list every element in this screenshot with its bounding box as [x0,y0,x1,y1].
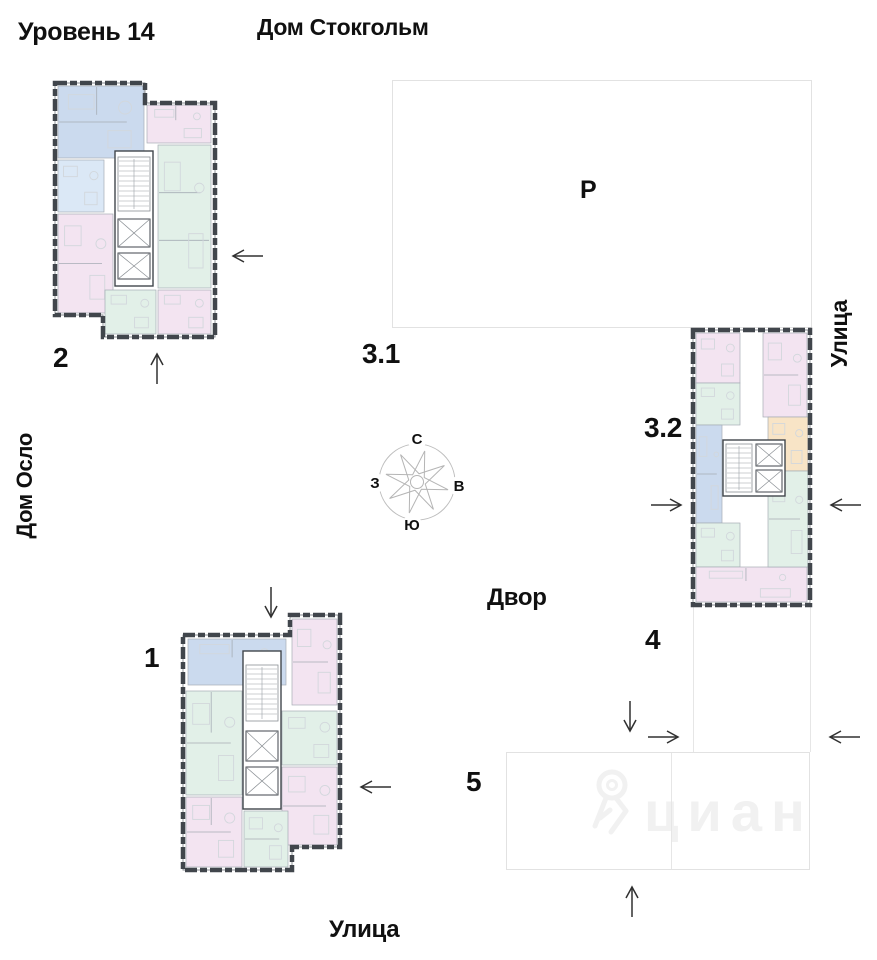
apartment-room[interactable] [695,522,741,568]
plot-divider-line [671,753,672,869]
entrance-arrow-up [625,885,639,917]
section-label-5: 5 [466,766,482,797]
compass-letter-w: З [370,475,379,492]
entrance-arrow-down [623,701,637,733]
plot-5-outline [506,752,810,870]
entrance-arrow-left [828,730,860,744]
section-label-1: 1 [144,642,160,673]
apartment-room[interactable] [157,144,212,289]
compass-letter-e: В [454,478,465,495]
compass-letter-s: Ю [404,517,419,534]
compass-rose: С Ю З В [365,429,469,535]
entrance-arrow-left [359,780,391,794]
entrance-arrow-left [829,498,861,512]
location-pin-running-icon [592,769,629,835]
entrance-arrow-down [264,587,278,619]
street-bottom-label: Улица [329,916,400,943]
apartment-room[interactable] [695,332,741,384]
cian-watermark: циан [644,780,814,843]
entrance-arrow-right [651,498,683,512]
apartment-room[interactable] [695,382,741,426]
house-oslo-label: Дом Осло [12,433,37,539]
house-stockholm-label: Дом Стокгольм [257,14,429,40]
entrance-arrow-right [648,730,680,744]
building-plan-3-2[interactable] [690,327,813,608]
entrance-arrow-up [150,352,164,384]
section-label-2: 2 [53,342,69,373]
apartment-room[interactable] [157,289,212,335]
boundary-line-left [693,606,694,752]
parking-area-outline [392,80,812,328]
section-label-3-2: 3.2 [644,412,683,443]
apartment-room[interactable] [104,289,157,335]
building-plan-1[interactable] [180,612,343,873]
section-label-3-1: 3.1 [362,338,401,369]
street-right-label: Улица [826,300,852,368]
apartment-room[interactable] [57,159,105,213]
parking-label: Р [580,176,597,204]
apartment-room[interactable] [281,710,338,766]
section-label-4: 4 [645,624,661,655]
boundary-line-right [810,606,811,752]
page-title: Уровень 14 [18,18,155,46]
apartment-room[interactable] [695,566,808,603]
entrance-arrow-left [231,249,263,263]
apartment-room[interactable] [146,104,212,144]
building-plan-2[interactable] [52,80,218,340]
compass-letter-n: С [412,431,423,448]
courtyard-label: Двор [487,584,547,611]
